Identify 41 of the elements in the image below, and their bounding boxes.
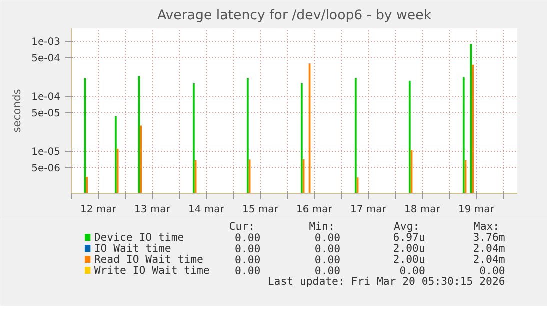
y-tick-label: 1e-03 [32,37,61,48]
text: 0.00 [314,254,341,266]
y-tick-label: 1e-04 [32,92,61,104]
y-tick-label: 5e-04 [32,54,61,65]
text: Min: [309,220,335,233]
text: 2.00u [393,242,426,255]
y-tick-label: 5e-05 [32,108,61,120]
text: 0.00 [235,254,261,266]
x-tick-label: 18 mar [404,204,442,216]
text: 2.00u [393,253,426,266]
x-tick-label: 17 mar [350,204,388,216]
text: 0.00 [235,232,261,244]
text: 6.97u [393,231,426,244]
text: 3.76m [473,231,506,244]
text: Cur: [229,220,255,233]
text: 0.00 [235,264,261,278]
text: 0.00 [400,264,426,278]
x-tick-label: 13 mar [134,204,172,216]
legend-label: Write IO Wait time [94,264,210,277]
text: Max: [474,220,500,233]
x-tick-label: 19 mar [458,204,496,216]
text: 2.04m [473,253,506,266]
legend-label: IO Wait time [94,242,172,255]
text: 0.00 [314,242,341,256]
text: 0.00 [314,264,341,278]
y-axis-title: seconds [10,88,24,133]
chart-title: Average latency for /dev/loop6 - by week [157,8,432,24]
text: Last update: Fri Mar 20 05:30:15 2026 [268,275,506,288]
x-tick-label: 12 mar [80,204,118,216]
y-tick-label: 1e-05 [32,147,61,158]
text: Avg: [394,220,420,233]
x-tick-label: 15 mar [242,204,280,216]
y-tick-label: 5e-06 [32,164,61,175]
text: 0.00 [235,242,261,256]
legend-label: Device IO time [94,231,184,244]
x-tick-label: 14 mar [188,204,226,216]
text: 2.04m [473,242,506,255]
text: 0.00 [314,232,341,244]
text: 0.00 [480,264,506,278]
legend-label: Read IO Wait time [94,253,204,266]
x-tick-label: 16 mar [296,204,334,216]
